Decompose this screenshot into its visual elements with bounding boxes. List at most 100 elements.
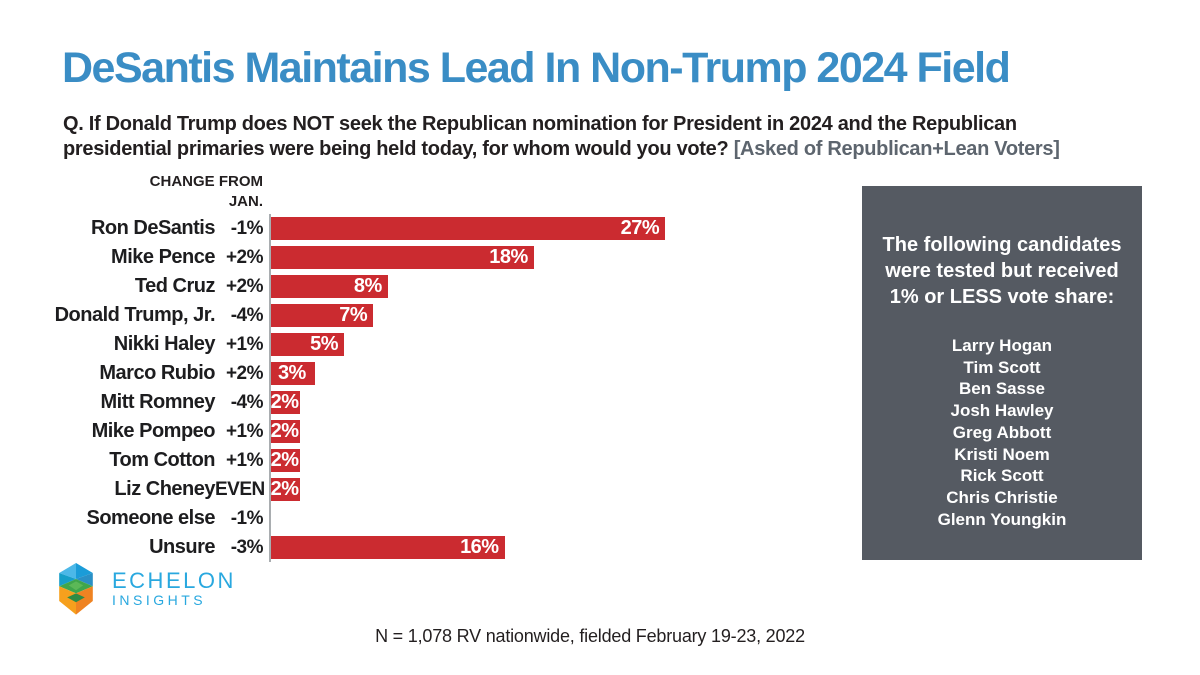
bar: 2%: [270, 420, 301, 443]
candidate-name: Mike Pompeo: [91, 420, 216, 442]
change-from-jan-value: -4%: [230, 391, 264, 413]
change-from-jan-value: +2%: [225, 275, 264, 297]
change-from-jan-value: +2%: [225, 246, 264, 268]
bar: 3%: [271, 362, 315, 385]
chart-row: Someone else -1%: [18, 504, 848, 533]
chart-row: Tom Cotton +1% 2%: [18, 446, 848, 475]
chart-row: Ron DeSantis -1% 27%: [18, 214, 848, 243]
candidate-name: Liz Cheney: [114, 478, 215, 500]
bar: 2%: [270, 391, 301, 414]
candidate-name: Tom Cotton: [109, 449, 215, 471]
bar: 2%: [270, 449, 301, 472]
candidate-name: Marco Rubio: [99, 362, 215, 384]
low-share-candidate: Greg Abbott: [952, 422, 1052, 442]
bar: 27%: [271, 217, 666, 240]
chart-rows: Ron DeSantis -1% 27% Mike Pence +2% 18% Ted Cr…: [18, 214, 848, 562]
low-share-candidate: Larry Hogan: [951, 336, 1053, 355]
chart-row: Liz Cheney EVEN 2%: [18, 475, 848, 504]
poll-bar-chart: CHANGE FROM JAN. Ron DeSantis -1% 27% Mike …: [18, 172, 848, 562]
chart-row: Mike Pompeo +1% 2%: [18, 417, 848, 446]
question-line-1: Q. If Donald Trump does NOT seek the Rep…: [63, 113, 1017, 135]
change-from-jan-value: +1%: [225, 449, 264, 471]
change-header-line-1: CHANGE FROM: [149, 173, 263, 190]
change-from-jan-value: -1%: [230, 217, 264, 239]
bar-track: [269, 504, 848, 533]
bar-track: 5%: [269, 330, 848, 359]
change-column-header: CHANGE FROM JAN.: [18, 172, 263, 214]
bar: 8%: [271, 275, 388, 298]
change-from-jan-value: -1%: [230, 507, 264, 529]
bar-value-label: 27%: [620, 217, 660, 239]
page-title: DeSantis Maintains Lead In Non-Trump 202…: [62, 44, 1011, 92]
low-share-candidate: Glenn Youngkin: [937, 509, 1067, 529]
bar-value-label: 2%: [270, 391, 299, 413]
chart-row: Ted Cruz +2% 8%: [18, 272, 848, 301]
question-line-2: presidential primaries were being held t…: [63, 137, 1163, 162]
bar-track: 27%: [269, 214, 848, 243]
bar: 7%: [271, 304, 374, 327]
candidate-name: Unsure: [149, 536, 215, 558]
change-from-jan-value: +1%: [225, 333, 264, 355]
logo-line-insights: INSIGHTS: [112, 592, 207, 608]
question-line-2-text: presidential primaries were being held t…: [63, 138, 729, 160]
bar-track: 2%: [269, 475, 848, 504]
low-share-candidate: Josh Hawley: [950, 401, 1054, 421]
bar-value-label: 2%: [270, 449, 299, 471]
low-share-candidates-box: The following candidates were tested but…: [862, 186, 1142, 560]
low-share-candidate: Chris Christie: [946, 487, 1058, 507]
change-from-jan-value: -4%: [230, 304, 264, 326]
bar-value-label: 2%: [270, 478, 299, 500]
bar-track: 8%: [269, 272, 848, 301]
bar-value-label: 18%: [489, 246, 528, 268]
bar-value-label: 5%: [310, 333, 338, 355]
bar-track: 2%: [269, 446, 848, 475]
echelon-hexagon-icon: [59, 563, 93, 615]
low-share-candidate-list: Larry Hogan Tim Scott Ben Sasse Josh Hawley…: [862, 335, 1142, 530]
bar: 5%: [271, 333, 344, 356]
bar-value-label: 3%: [277, 362, 306, 384]
change-from-jan-value: +1%: [225, 420, 264, 442]
chart-row: Donald Trump, Jr. -4% 7%: [18, 301, 848, 330]
low-share-candidate: Kristi Noem: [954, 444, 1050, 464]
bar-value-label: 16%: [460, 536, 499, 558]
candidate-name: Ted Cruz: [134, 275, 216, 297]
bar-track: 16%: [269, 533, 848, 562]
low-share-candidate: Rick Scott: [960, 466, 1044, 486]
change-header-line-2: JAN.: [228, 192, 263, 210]
low-share-candidate: Tim Scott: [963, 357, 1041, 377]
change-from-jan-value: +2%: [225, 362, 264, 384]
chart-row: Mitt Romney -4% 2%: [18, 388, 848, 417]
bar: 2%: [270, 478, 301, 501]
candidate-name: Mike Pence: [111, 246, 215, 268]
bar-track: 3%: [269, 359, 848, 388]
sample-methodology-note: N = 1,078 RV nationwide, fielded Februar…: [375, 626, 805, 646]
bar-value-label: 7%: [339, 304, 368, 326]
low-share-candidate: Ben Sasse: [959, 379, 1045, 399]
echelon-insights-logo: ECHELON INSIGHTS: [56, 562, 236, 616]
candidate-name: Donald Trump, Jr.: [54, 304, 216, 326]
question-audience-note: [Asked of Republican+Lean Voters]: [733, 138, 1060, 160]
chart-row: Marco Rubio +2% 3%: [18, 359, 848, 388]
bar-track: 2%: [269, 388, 848, 417]
chart-row: Mike Pence +2% 18%: [18, 243, 848, 272]
change-from-jan-value: EVEN: [215, 478, 265, 500]
bar-track: 2%: [269, 417, 848, 446]
candidate-name: Mitt Romney: [100, 391, 216, 413]
logo-line-echelon: ECHELON: [112, 568, 236, 593]
bar: 16%: [271, 536, 505, 559]
candidate-name: Nikki Haley: [113, 333, 216, 355]
chart-row: Unsure -3% 16%: [18, 533, 848, 562]
candidate-name: Ron DeSantis: [90, 217, 216, 239]
bar-track: 7%: [269, 301, 848, 330]
low-share-heading: The following candidates were tested but…: [882, 234, 1122, 308]
bar-value-label: 2%: [270, 420, 299, 442]
bar-value-label: 8%: [353, 275, 382, 297]
chart-row: Nikki Haley +1% 5%: [18, 330, 848, 359]
bar-track: 18%: [269, 243, 848, 272]
logo-wordmark: ECHELON INSIGHTS: [112, 562, 236, 609]
bar: 18%: [271, 246, 534, 269]
candidate-name: Someone else: [86, 507, 215, 529]
change-from-jan-value: -3%: [230, 536, 264, 558]
survey-question: Q. If Donald Trump does NOT seek the Rep…: [63, 112, 1163, 162]
